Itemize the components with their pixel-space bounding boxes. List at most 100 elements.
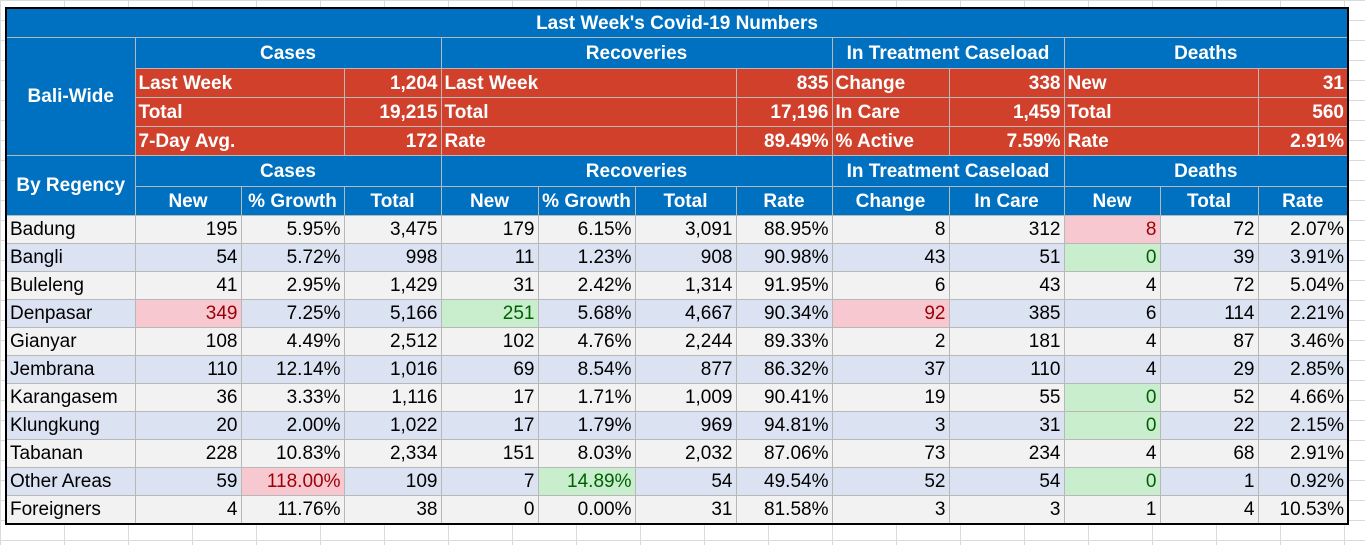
cases-header[interactable]: Cases — [134, 37, 442, 69]
data-cell[interactable]: 2.42% — [537, 271, 636, 300]
data-cell[interactable]: 110 — [134, 355, 242, 384]
data-cell[interactable]: 17 — [440, 411, 539, 440]
data-cell[interactable]: 151 — [440, 439, 539, 468]
data-cell[interactable]: 54 — [134, 243, 242, 272]
data-cell[interactable]: 49.54% — [735, 467, 833, 496]
data-cell[interactable]: 90.41% — [735, 383, 833, 412]
data-cell[interactable]: 2,032 — [634, 439, 737, 468]
data-cell[interactable]: 14.89% — [537, 467, 636, 496]
data-cell[interactable]: 5,166 — [343, 299, 442, 328]
data-cell[interactable]: 118.00% — [240, 467, 345, 496]
data-cell[interactable]: 0.92% — [1257, 467, 1349, 496]
data-cell[interactable]: 3 — [831, 495, 950, 525]
data-cell[interactable]: 908 — [634, 243, 737, 272]
data-cell[interactable]: 90.34% — [735, 299, 833, 328]
summary-label[interactable]: % Active — [831, 126, 950, 156]
data-cell[interactable]: 1,429 — [343, 271, 442, 300]
column-header[interactable]: Change — [831, 186, 950, 216]
data-cell[interactable]: 2,244 — [634, 327, 737, 356]
data-cell[interactable]: 385 — [948, 299, 1065, 328]
data-cell[interactable]: 20 — [134, 411, 242, 440]
column-header[interactable]: Total — [343, 186, 442, 216]
column-header[interactable]: Total — [1159, 186, 1259, 216]
data-cell[interactable]: 1.23% — [537, 243, 636, 272]
regency-name[interactable]: Gianyar — [5, 327, 136, 356]
data-cell[interactable]: 3.91% — [1257, 243, 1349, 272]
column-header[interactable]: Rate — [1257, 186, 1349, 216]
data-cell[interactable]: 92 — [831, 299, 950, 328]
summary-label[interactable]: Last Week — [134, 68, 345, 98]
summary-label[interactable]: Last Week — [440, 68, 737, 98]
summary-value[interactable]: 172 — [343, 126, 442, 156]
summary-label[interactable]: 7-Day Avg. — [134, 126, 345, 156]
data-cell[interactable]: 2.07% — [1257, 215, 1349, 244]
regency-name[interactable]: Denpasar — [5, 299, 136, 328]
data-cell[interactable]: 87.06% — [735, 439, 833, 468]
table-title[interactable]: Last Week's Covid-19 Numbers — [5, 7, 1349, 38]
data-cell[interactable]: 88.95% — [735, 215, 833, 244]
data-cell[interactable]: 8.54% — [537, 355, 636, 384]
regency-name[interactable]: Foreigners — [5, 495, 136, 525]
data-cell[interactable]: 31 — [440, 271, 539, 300]
data-cell[interactable]: 179 — [440, 215, 539, 244]
data-cell[interactable]: 1,022 — [343, 411, 442, 440]
data-cell[interactable]: 87 — [1159, 327, 1259, 356]
data-cell[interactable]: 11 — [440, 243, 539, 272]
data-cell[interactable]: 73 — [831, 439, 950, 468]
data-cell[interactable]: 3 — [948, 495, 1065, 525]
column-header[interactable]: % Growth — [240, 186, 345, 216]
summary-label[interactable]: In Care — [831, 97, 950, 127]
data-cell[interactable]: 2.85% — [1257, 355, 1349, 384]
summary-value[interactable]: 2.91% — [1257, 126, 1349, 156]
data-cell[interactable]: 89.33% — [735, 327, 833, 356]
data-cell[interactable]: 29 — [1159, 355, 1259, 384]
recoveries-header[interactable]: Recoveries — [440, 37, 833, 69]
regency-name[interactable]: Karangasem — [5, 383, 136, 412]
data-cell[interactable]: 91.95% — [735, 271, 833, 300]
treatment-subheader[interactable]: In Treatment Caseload — [831, 155, 1065, 187]
regency-name[interactable]: Other Areas — [5, 467, 136, 496]
data-cell[interactable]: 2.91% — [1257, 439, 1349, 468]
data-cell[interactable]: 5.72% — [240, 243, 345, 272]
data-cell[interactable]: 0 — [440, 495, 539, 525]
data-cell[interactable]: 0 — [1063, 383, 1161, 412]
summary-value[interactable]: 1,204 — [343, 68, 442, 98]
data-cell[interactable]: 2,512 — [343, 327, 442, 356]
data-cell[interactable]: 4.76% — [537, 327, 636, 356]
data-cell[interactable]: 6 — [1063, 299, 1161, 328]
data-cell[interactable]: 4 — [1063, 327, 1161, 356]
summary-value[interactable]: 7.59% — [948, 126, 1065, 156]
data-cell[interactable]: 0 — [1063, 243, 1161, 272]
data-cell[interactable]: 81.58% — [735, 495, 833, 525]
deaths-header[interactable]: Deaths — [1063, 37, 1349, 69]
recoveries-subheader[interactable]: Recoveries — [440, 155, 833, 187]
regency-name[interactable]: Jembrana — [5, 355, 136, 384]
data-cell[interactable]: 94.81% — [735, 411, 833, 440]
data-cell[interactable]: 10.83% — [240, 439, 345, 468]
data-cell[interactable]: 36 — [134, 383, 242, 412]
data-cell[interactable]: 4.66% — [1257, 383, 1349, 412]
data-cell[interactable]: 43 — [948, 271, 1065, 300]
summary-value[interactable]: 338 — [948, 68, 1065, 98]
summary-label[interactable]: Total — [440, 97, 737, 127]
data-cell[interactable]: 234 — [948, 439, 1065, 468]
data-cell[interactable]: 5.68% — [537, 299, 636, 328]
data-cell[interactable]: 4 — [1063, 355, 1161, 384]
data-cell[interactable]: 7 — [440, 467, 539, 496]
data-cell[interactable]: 998 — [343, 243, 442, 272]
summary-value[interactable]: 31 — [1257, 68, 1349, 98]
data-cell[interactable]: 1,016 — [343, 355, 442, 384]
data-cell[interactable]: 969 — [634, 411, 737, 440]
data-cell[interactable]: 251 — [440, 299, 539, 328]
column-header[interactable]: New — [134, 186, 242, 216]
data-cell[interactable]: 2.00% — [240, 411, 345, 440]
data-cell[interactable]: 8 — [831, 215, 950, 244]
data-cell[interactable]: 6 — [831, 271, 950, 300]
data-cell[interactable]: 3,091 — [634, 215, 737, 244]
data-cell[interactable]: 5.95% — [240, 215, 345, 244]
data-cell[interactable]: 4 — [1159, 495, 1259, 525]
column-header[interactable]: New — [440, 186, 539, 216]
data-cell[interactable]: 4 — [134, 495, 242, 525]
data-cell[interactable]: 19 — [831, 383, 950, 412]
regency-name[interactable]: Badung — [5, 215, 136, 244]
